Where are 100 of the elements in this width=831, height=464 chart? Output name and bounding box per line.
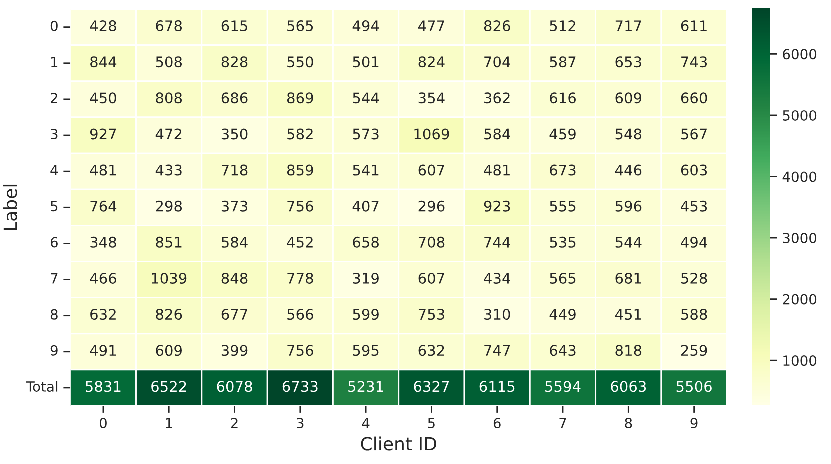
data-label: 673: [550, 164, 576, 176]
data-label: 501: [353, 56, 379, 68]
data-label: 686: [222, 92, 248, 104]
data-label: 567: [682, 128, 707, 140]
data-label: 808: [156, 92, 182, 104]
data-label: 296: [418, 200, 445, 212]
data-label: 348: [90, 236, 116, 248]
data-label: 573: [353, 128, 379, 140]
x-tick-label: 8: [625, 418, 632, 429]
data-label: 859: [287, 164, 314, 176]
data-label: 512: [550, 20, 576, 32]
data-label: 753: [418, 309, 444, 320]
y-tick-label: 3: [51, 129, 58, 140]
data-label: 588: [682, 309, 708, 320]
data-label: 844: [90, 56, 117, 68]
data-label: 350: [222, 128, 248, 140]
data-label: 718: [222, 164, 248, 176]
data-label: 678: [156, 20, 182, 32]
data-label: 708: [418, 236, 445, 248]
data-label: 446: [615, 164, 642, 176]
x-tick-label: 0: [100, 418, 107, 429]
data-label: 319: [353, 272, 379, 284]
data-label: 452: [287, 236, 313, 248]
data-label: 607: [418, 164, 444, 176]
data-label: 481: [484, 164, 510, 176]
data-label: 615: [222, 20, 248, 32]
data-label: 565: [550, 272, 576, 284]
x-tick-label: 6: [494, 418, 501, 429]
data-label: 450: [90, 92, 116, 104]
data-label: 643: [550, 345, 576, 356]
data-label: 6522: [152, 381, 186, 392]
data-label: 1069: [414, 128, 450, 140]
data-label: 354: [418, 92, 445, 104]
data-label: 609: [616, 92, 642, 104]
y-tick-label: 0: [50, 20, 58, 32]
data-label: 869: [287, 92, 314, 104]
data-label: 609: [156, 345, 182, 356]
data-label: 535: [550, 236, 576, 248]
data-label: 747: [484, 345, 510, 356]
data-label: 587: [550, 56, 576, 68]
data-label: 544: [353, 92, 380, 104]
x-tick-label: 2: [231, 418, 238, 428]
data-label: 544: [616, 237, 642, 248]
data-label: 6733: [282, 381, 318, 392]
data-label: 653: [616, 56, 642, 68]
y-axis-title: Label: [3, 184, 18, 230]
x-tick-label: 9: [690, 418, 698, 429]
data-label: 611: [681, 20, 707, 32]
data-label: 582: [288, 128, 313, 140]
data-label: 259: [681, 345, 708, 356]
data-label: 632: [418, 345, 444, 356]
data-label: 826: [484, 20, 510, 32]
data-label: 451: [615, 309, 642, 320]
data-label: 660: [681, 92, 708, 104]
data-label: 453: [681, 200, 708, 212]
data-label: 704: [484, 56, 510, 68]
data-label: 434: [484, 272, 510, 284]
data-label: 744: [484, 237, 510, 248]
data-label: 5506: [676, 381, 712, 392]
data-label: 6327: [414, 381, 450, 392]
data-label: 5831: [86, 381, 121, 392]
data-label: 528: [682, 272, 708, 284]
data-label: 433: [156, 164, 182, 176]
data-label: 5594: [546, 381, 581, 392]
x-tick-label: 3: [297, 418, 304, 429]
y-tick-label: 6: [50, 237, 58, 248]
data-label: 743: [682, 56, 708, 68]
data-label: 472: [156, 128, 182, 140]
data-label: 449: [550, 309, 576, 320]
data-label: 584: [484, 128, 510, 140]
data-label: 599: [353, 309, 379, 320]
data-label: 508: [156, 56, 182, 68]
data-label: 428: [90, 20, 116, 32]
y-tick-label: Total: [26, 381, 58, 392]
data-label: 818: [616, 345, 642, 356]
data-label: 603: [681, 164, 708, 176]
data-label: 681: [616, 272, 642, 284]
data-label: 5231: [348, 381, 384, 392]
color-bar-label: 4000: [782, 172, 817, 182]
data-label: 399: [222, 345, 248, 356]
x-tick-label: 7: [560, 418, 566, 428]
data-label: 362: [484, 92, 510, 104]
data-label: 459: [550, 128, 576, 140]
data-label: 824: [418, 56, 445, 68]
x-tick-label: 5: [428, 418, 435, 429]
y-tick-label: 4: [50, 165, 58, 176]
data-label: 756: [288, 345, 314, 356]
data-label: 717: [616, 20, 642, 32]
data-label: 565: [288, 20, 314, 32]
data-label: 595: [353, 345, 379, 356]
data-label: 826: [156, 309, 182, 320]
data-label: 466: [90, 272, 116, 284]
color-bar-label: 1000: [784, 356, 817, 366]
data-label: 923: [484, 200, 510, 212]
data-label: 658: [353, 236, 379, 248]
data-label: 616: [550, 92, 576, 104]
data-label: 541: [353, 164, 379, 176]
data-label: 491: [90, 345, 116, 356]
data-label: 477: [418, 20, 444, 32]
x-axis-title: Client ID: [361, 436, 436, 451]
